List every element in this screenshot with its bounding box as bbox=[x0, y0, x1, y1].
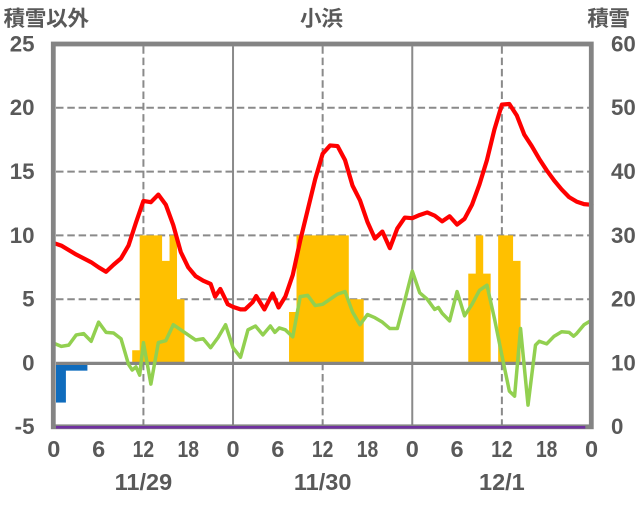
svg-text:6: 6 bbox=[271, 436, 284, 462]
svg-text:12: 12 bbox=[312, 436, 334, 462]
svg-text:12/1: 12/1 bbox=[479, 469, 525, 495]
svg-text:11/30: 11/30 bbox=[294, 469, 352, 495]
svg-text:50: 50 bbox=[611, 95, 636, 120]
svg-text:10: 10 bbox=[611, 350, 636, 375]
svg-text:25: 25 bbox=[10, 31, 35, 56]
svg-text:60: 60 bbox=[611, 31, 636, 56]
svg-text:40: 40 bbox=[611, 159, 636, 184]
svg-text:0: 0 bbox=[22, 350, 34, 375]
svg-text:5: 5 bbox=[22, 287, 34, 312]
svg-text:10: 10 bbox=[10, 223, 35, 248]
svg-text:30: 30 bbox=[611, 223, 636, 248]
svg-text:0: 0 bbox=[226, 436, 239, 462]
svg-text:0: 0 bbox=[585, 436, 598, 462]
svg-text:20: 20 bbox=[10, 95, 35, 120]
svg-text:6: 6 bbox=[92, 436, 105, 462]
svg-text:18: 18 bbox=[357, 436, 379, 462]
svg-text:0: 0 bbox=[406, 436, 419, 462]
svg-text:6: 6 bbox=[451, 436, 464, 462]
svg-text:15: 15 bbox=[10, 159, 35, 184]
svg-text:12: 12 bbox=[133, 436, 155, 462]
svg-text:20: 20 bbox=[611, 287, 636, 312]
svg-text:18: 18 bbox=[177, 436, 199, 462]
svg-text:0: 0 bbox=[47, 436, 60, 462]
svg-text:18: 18 bbox=[536, 436, 558, 462]
svg-text:12: 12 bbox=[491, 436, 513, 462]
svg-text:0: 0 bbox=[611, 414, 623, 439]
svg-text:-5: -5 bbox=[15, 414, 35, 439]
svg-text:11/29: 11/29 bbox=[115, 469, 173, 495]
